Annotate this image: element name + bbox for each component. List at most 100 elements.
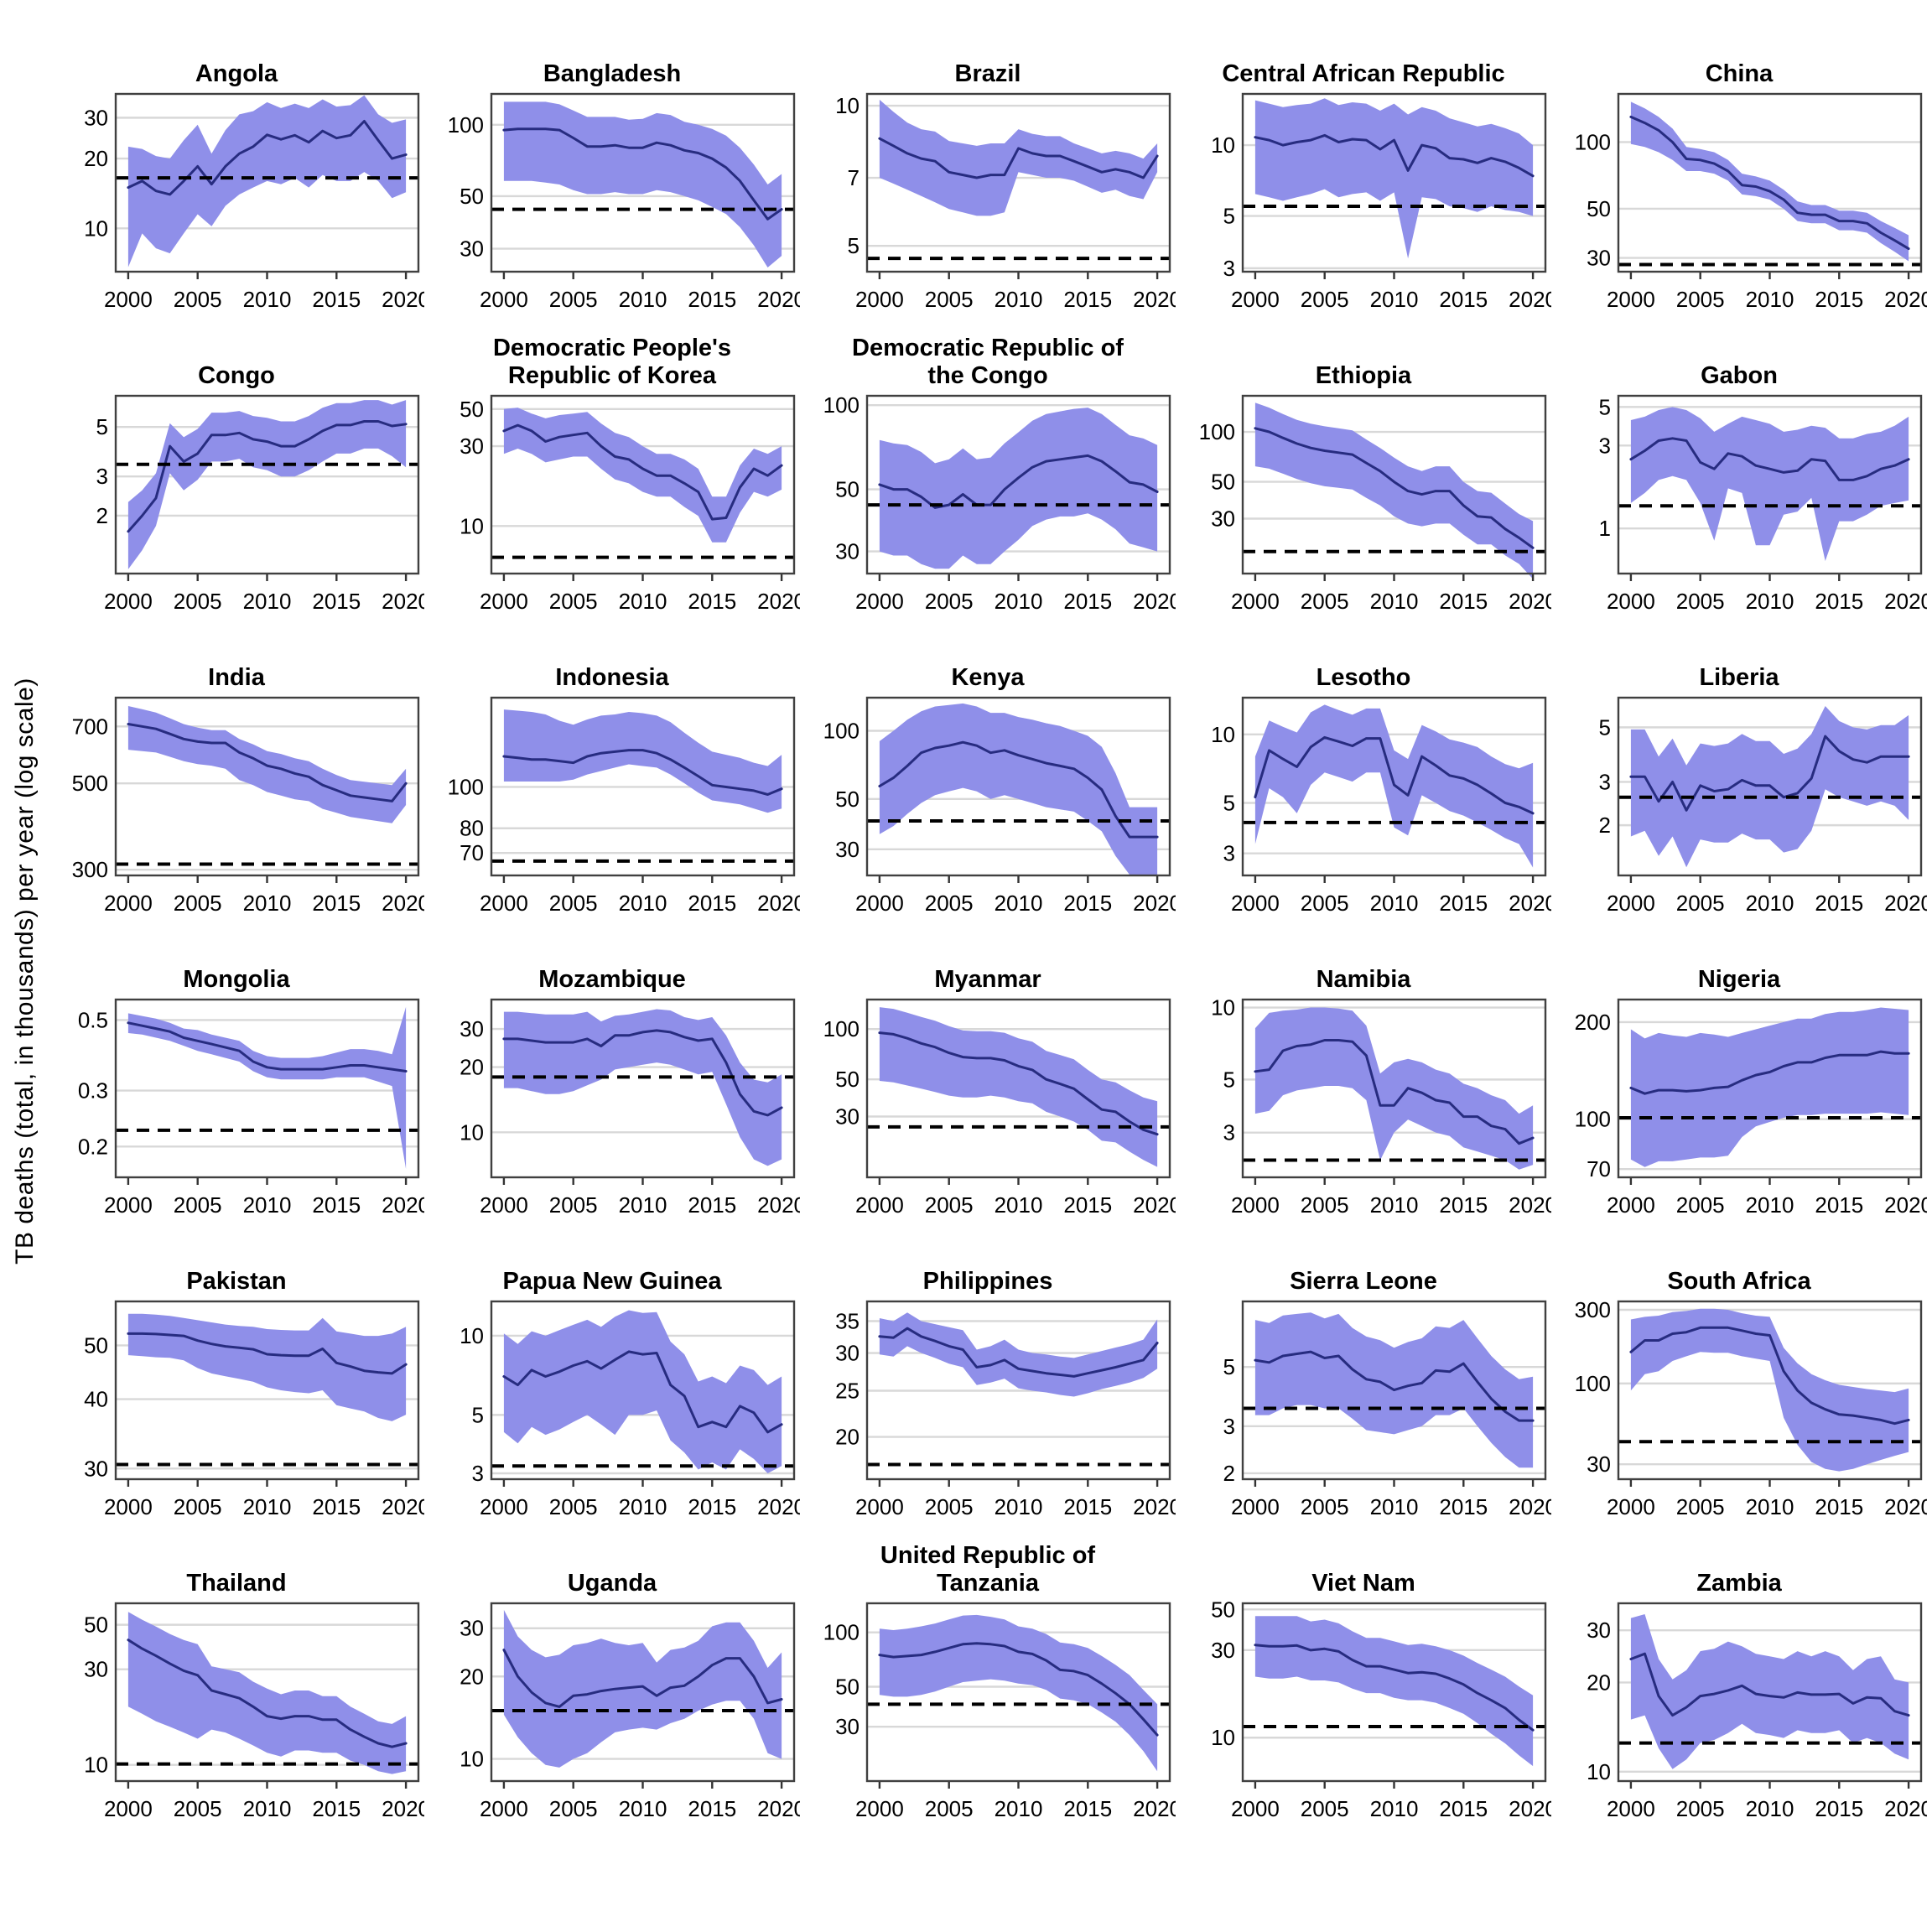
panel-title: Democratic Republic of the Congo xyxy=(852,335,1124,389)
x-tick-label: 2000 xyxy=(104,1796,153,1821)
y-tick-label: 100 xyxy=(823,1016,860,1041)
x-tick-label: 2010 xyxy=(243,1192,292,1218)
x-tick-label: 2005 xyxy=(1301,1796,1349,1821)
trend-line xyxy=(1254,427,1535,549)
x-tick-label: 2000 xyxy=(855,287,904,312)
y-tick-label: 10 xyxy=(460,1119,484,1145)
panel-pakistan: Pakistan 2000 2005 2010 2015 2020 30 40 50 xyxy=(49,1231,424,1533)
x-tick-label: 2015 xyxy=(1063,287,1112,312)
panel-border xyxy=(1617,1300,1923,1481)
panel-title: Indonesia xyxy=(555,663,669,691)
x-tick-label: 2015 xyxy=(312,891,361,916)
panel-chart: 2000 2005 2010 2015 2020 10 30 50 xyxy=(460,394,800,614)
y-tick-label: 10 xyxy=(1211,722,1235,747)
panel-gabon: Gabon 2000 2005 2010 2015 2020 1 3 5 xyxy=(1551,325,1927,627)
trend-line xyxy=(127,723,408,802)
y-tick-label: 30 xyxy=(1587,1618,1611,1643)
x-tick-label: 2020 xyxy=(1133,1796,1176,1821)
x-tick-label: 2010 xyxy=(1370,1494,1419,1519)
x-tick-label: 2005 xyxy=(174,589,222,614)
panel-border xyxy=(1241,998,1547,1179)
y-tick-label: 10 xyxy=(1587,1759,1611,1784)
panel-chart: 2000 2005 2010 2015 2020 300 500 700 xyxy=(72,696,424,916)
panel-title: Papua New Guinea xyxy=(502,1267,722,1295)
panel-title: Myanmar xyxy=(934,965,1041,993)
y-tick-label: 30 xyxy=(835,1714,860,1739)
confidence-ribbon xyxy=(879,408,1158,569)
x-tick-label: 2015 xyxy=(312,589,361,614)
x-tick-label: 2000 xyxy=(855,891,904,916)
panel-chart: 2000 2005 2010 2015 2020 30 50 100 xyxy=(823,392,1176,614)
x-tick-label: 2015 xyxy=(1063,1494,1112,1519)
y-tick-label: 10 xyxy=(1211,1725,1235,1750)
x-tick-label: 2005 xyxy=(174,1494,222,1519)
x-tick-label: 2015 xyxy=(1063,891,1112,916)
x-tick-label: 2015 xyxy=(688,891,736,916)
panel-chart: 2000 2005 2010 2015 2020 30 40 50 xyxy=(84,1300,424,1519)
x-tick-label: 2020 xyxy=(1884,1192,1927,1218)
y-tick-label: 50 xyxy=(460,184,484,209)
y-tick-label: 3 xyxy=(1223,1120,1235,1145)
x-tick-label: 2000 xyxy=(855,1494,904,1519)
trend-line xyxy=(1629,437,1910,481)
x-tick-label: 2020 xyxy=(1509,589,1551,614)
panel-border xyxy=(865,696,1171,877)
panel-border xyxy=(114,696,420,877)
panel-sierra-leone: Sierra Leone 2000 2005 2010 2015 2020 2 3 5 xyxy=(1176,1231,1551,1533)
x-tick-label: 2000 xyxy=(1231,589,1280,614)
x-tick-label: 2005 xyxy=(1676,1796,1725,1821)
x-tick-label: 2020 xyxy=(1133,589,1176,614)
panel-border xyxy=(1617,1602,1923,1783)
x-tick-label: 2000 xyxy=(480,1494,528,1519)
x-tick-label: 2010 xyxy=(1370,287,1419,312)
panel-brazil: Brazil 2000 2005 2010 2015 2020 5 7 10 xyxy=(800,23,1176,325)
x-tick-label: 2000 xyxy=(480,589,528,614)
x-tick-label: 2000 xyxy=(855,589,904,614)
x-tick-label: 2010 xyxy=(995,589,1043,614)
panel-border xyxy=(1241,1602,1547,1783)
panel-border xyxy=(490,1300,796,1481)
trend-line xyxy=(878,1642,1159,1737)
y-tick-label: 50 xyxy=(1211,470,1235,495)
x-tick-label: 2005 xyxy=(1301,891,1349,916)
y-tick-label: 30 xyxy=(835,1104,860,1130)
panel-title: Brazil xyxy=(954,60,1021,87)
y-tick-label: 1 xyxy=(1599,516,1611,541)
trend-line xyxy=(127,1021,408,1072)
panel-central-african-republic: Central African Republic 2000 2005 2010 2015… xyxy=(1176,23,1551,325)
x-tick-label: 2010 xyxy=(619,589,667,614)
y-tick-label: 50 xyxy=(835,1067,860,1092)
x-tick-label: 2015 xyxy=(1815,287,1863,312)
trend-line xyxy=(878,1327,1159,1378)
panel-chart: 2000 2005 2010 2015 2020 3 5 10 xyxy=(460,1300,800,1519)
x-tick-label: 2010 xyxy=(1370,1796,1419,1821)
x-tick-label: 2005 xyxy=(1301,1494,1349,1519)
x-tick-label: 2005 xyxy=(1676,287,1725,312)
confidence-ribbon xyxy=(1630,101,1909,262)
panel-title: India xyxy=(208,663,265,691)
y-tick-label: 20 xyxy=(835,1425,860,1450)
panel-namibia: Namibia 2000 2005 2010 2015 2020 3 5 10 xyxy=(1176,929,1551,1231)
trend-line xyxy=(878,137,1159,179)
x-tick-label: 2005 xyxy=(925,287,974,312)
panel-chart: 2000 2005 2010 2015 2020 70 100 200 xyxy=(1575,998,1927,1218)
panel-border xyxy=(114,1300,420,1481)
x-tick-label: 2020 xyxy=(1884,589,1927,614)
panel-liberia: Liberia 2000 2005 2010 2015 2020 2 3 5 xyxy=(1551,627,1927,929)
confidence-ribbon xyxy=(1254,1616,1534,1767)
x-tick-label: 2015 xyxy=(688,589,736,614)
x-tick-label: 2015 xyxy=(1439,287,1488,312)
x-tick-label: 2005 xyxy=(174,1796,222,1821)
y-tick-label: 30 xyxy=(835,837,860,862)
x-tick-label: 2005 xyxy=(1676,1192,1725,1218)
x-tick-label: 2005 xyxy=(1301,287,1349,312)
x-tick-label: 2020 xyxy=(757,1494,800,1519)
x-tick-label: 2000 xyxy=(104,287,153,312)
confidence-ribbon xyxy=(503,1009,782,1166)
y-tick-label: 3 xyxy=(1599,769,1611,794)
panel-ethiopia: Ethiopia 2000 2005 2010 2015 2020 30 50 100 xyxy=(1176,325,1551,627)
y-tick-label: 30 xyxy=(1587,246,1611,271)
panel-border xyxy=(1617,696,1923,877)
panel-border xyxy=(1241,92,1547,273)
